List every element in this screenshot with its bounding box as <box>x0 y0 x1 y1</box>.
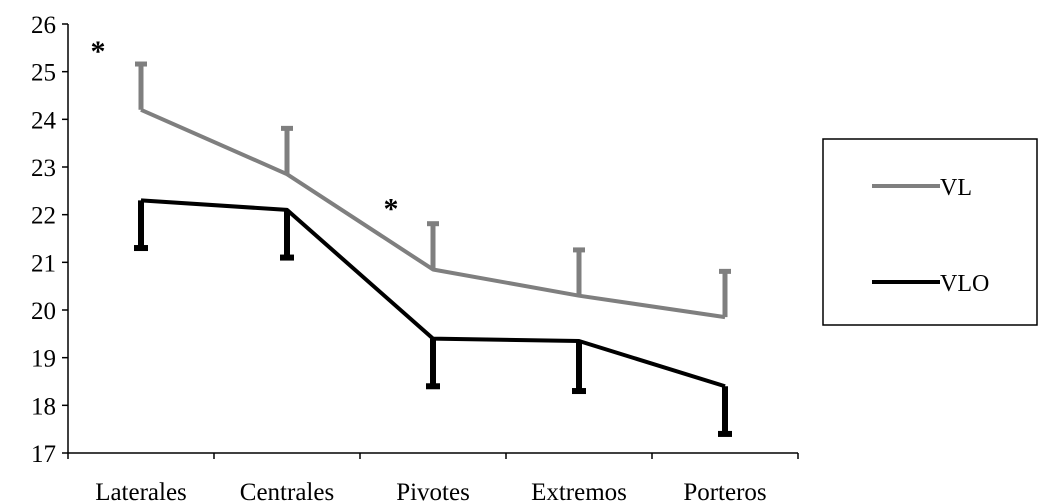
error-cap-vl <box>573 247 585 253</box>
axes: 17 18 19 20 21 22 23 24 25 26 Laterales Centrales Pi… <box>31 12 799 504</box>
x-tick-label: Pivotes <box>396 479 470 504</box>
error-cap-vl <box>281 125 293 131</box>
x-tick-label: Centrales <box>240 479 334 504</box>
error-cap-vlo <box>280 254 294 261</box>
y-tick-label: 20 <box>31 298 56 325</box>
y-tick-label: 23 <box>31 155 56 182</box>
error-cap-vlo <box>572 388 586 395</box>
x-tick-label: Porteros <box>683 479 766 504</box>
legend-box <box>822 138 1038 326</box>
error-cap-vlo <box>426 383 440 390</box>
annotation-asterisk: * <box>91 35 106 68</box>
x-tick-label: Extremos <box>531 479 627 504</box>
error-cap-vl <box>135 61 147 67</box>
y-tick-label: 25 <box>31 60 56 87</box>
error-cap-vlo <box>134 245 148 252</box>
y-tick-label: 19 <box>31 346 56 373</box>
error-cap-vlo <box>718 430 732 437</box>
y-tick-label: 24 <box>31 107 57 134</box>
series-line-vl <box>140 107 726 320</box>
y-tick-label: 21 <box>31 250 56 277</box>
y-tick-label: 26 <box>31 12 56 39</box>
error-cap-vl <box>427 221 439 227</box>
y-tick-label: 17 <box>31 441 56 468</box>
legend-label-vl: VL <box>940 175 972 201</box>
annotations: ** <box>91 35 399 225</box>
y-tick-label: 18 <box>31 393 56 420</box>
y-tick-label: 22 <box>31 203 56 230</box>
legend: VL VLO <box>822 138 1038 326</box>
annotation-asterisk: * <box>384 192 399 225</box>
legend-label-vlo: VLO <box>940 271 989 297</box>
x-tick-label: Laterales <box>95 479 187 504</box>
error-cap-vl <box>719 268 731 274</box>
series-layer <box>134 61 732 437</box>
